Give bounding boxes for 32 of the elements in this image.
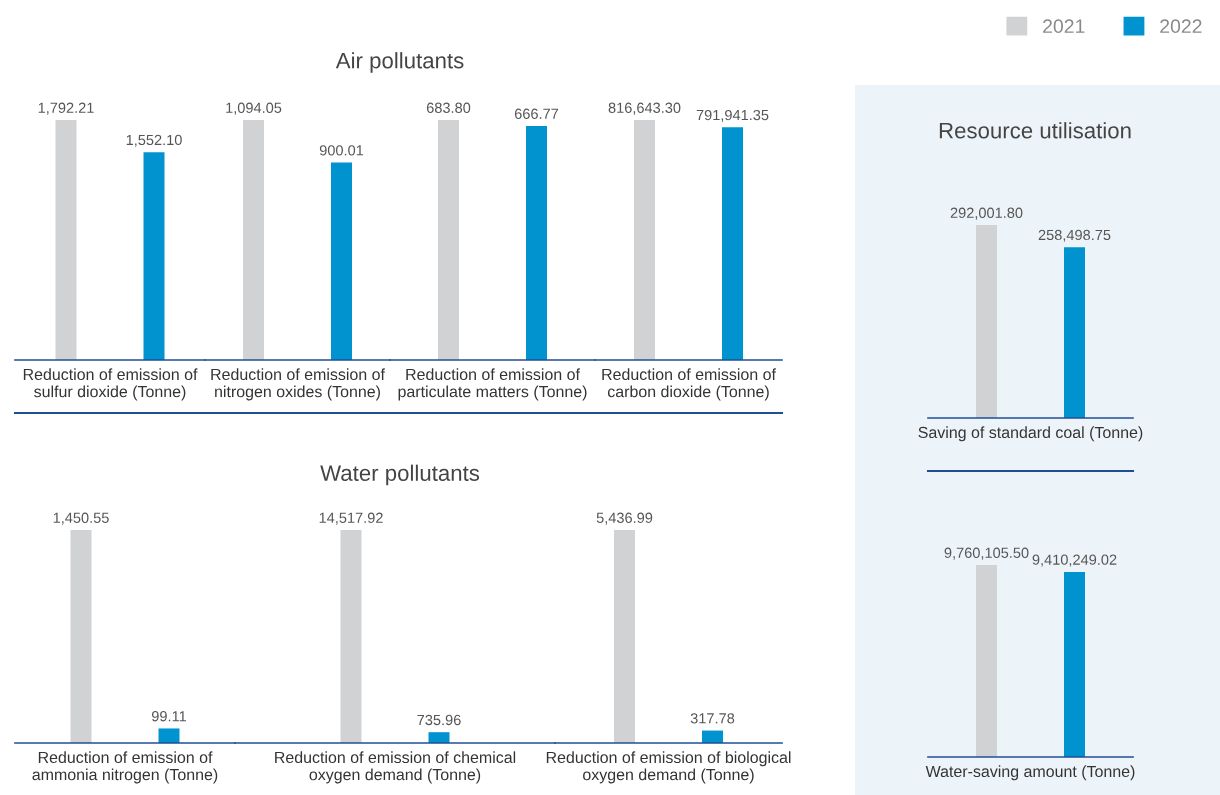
data-label: 9,760,105.50 [944, 547, 1029, 560]
data-label: 99.11 [151, 711, 186, 722]
legend-label: 2022 [1160, 19, 1202, 34]
data-label: 1,450.55 [53, 512, 109, 525]
x-tick-label: Reduction of emission of ammonia nitrogen (Tonne) [32, 751, 218, 784]
x-tick-label: Saving of standard coal (Tonne) [918, 426, 1143, 442]
x-tick-label: Reduction of emission of nitrogen oxides (Tonne) [211, 368, 385, 401]
data-label: 683.80 [426, 102, 471, 113]
data-label: 1,552.10 [126, 134, 182, 147]
x-tick-label: Water-saving amount (Tonne) [925, 765, 1135, 781]
x-tick-label: Reduction of emission of particulate matters (Tonne) [398, 368, 587, 401]
data-label: 317.78 [690, 713, 735, 724]
data-label: 900.01 [319, 145, 364, 156]
x-tick-label: Reduction of emission of biological oxygen demand (Tonne) [546, 751, 791, 784]
data-label: 1,094.05 [226, 102, 282, 115]
data-label: 735.96 [417, 714, 461, 726]
data-label: 1,792.21 [38, 102, 94, 115]
data-label: 5,436.99 [596, 512, 653, 525]
data-label: 9,410,249.02 [1032, 554, 1117, 567]
data-label: 816,643.30 [608, 102, 681, 115]
text: Resource utilisation [939, 122, 1131, 139]
x-tick-label: Reduction of emission of sulfur dioxide (Tonne) [23, 368, 198, 401]
data-label: 14,517.92 [319, 512, 383, 525]
data-label: 666.77 [514, 108, 559, 119]
data-label: 258,498.75 [1038, 229, 1111, 242]
data-label: 292,001.80 [950, 207, 1023, 220]
x-tick-label: Reduction of emission of chemical oxygen demand (Tonne) [275, 751, 516, 784]
x-tick-label: Reduction of emission of carbon dioxide (Tonne) [602, 368, 776, 401]
text: Water pollutants [320, 464, 480, 486]
legend-label: 2021 [1043, 19, 1085, 34]
text: Air pollutants [335, 52, 464, 73]
data-label: 791,941.35 [696, 109, 769, 122]
